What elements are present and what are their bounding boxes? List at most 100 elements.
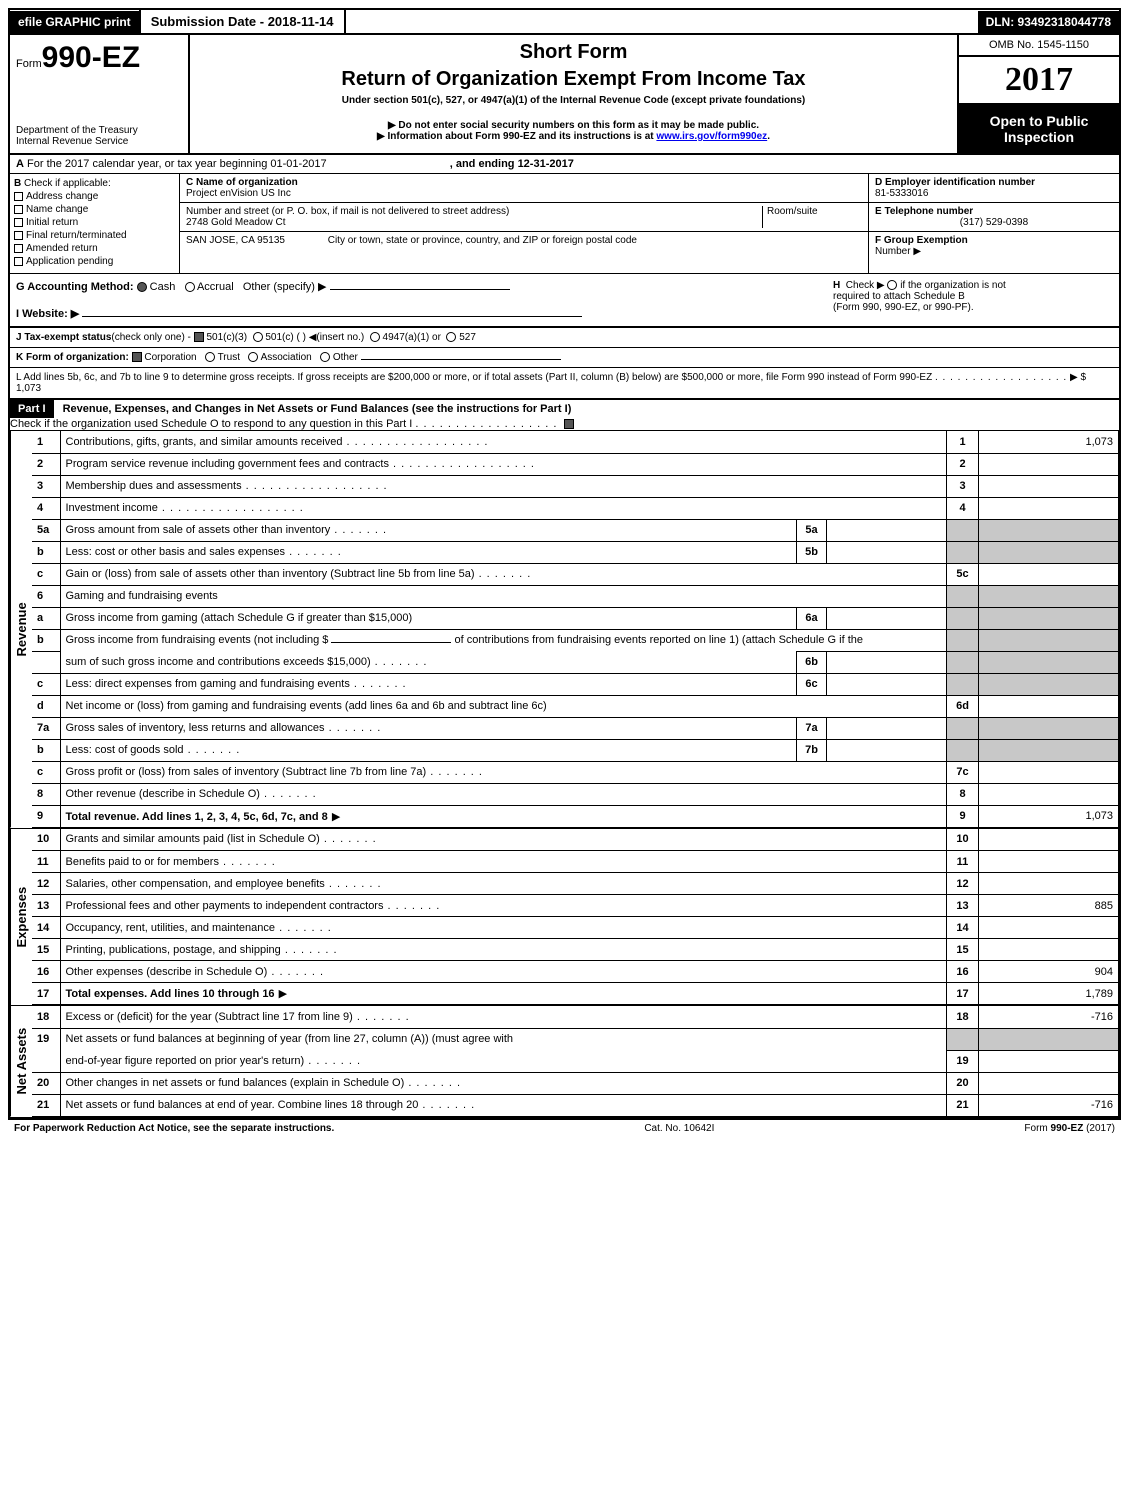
box: 19: [947, 1050, 979, 1072]
line-9: 9 Total revenue. Add lines 1, 2, 3, 4, 5…: [32, 805, 1119, 827]
chk-initial-return[interactable]: Initial return: [14, 217, 175, 228]
box-d: D Employer identification number 81-5333…: [869, 174, 1119, 203]
val: [979, 695, 1119, 717]
val: -716: [979, 1094, 1119, 1116]
street-value: 2748 Gold Meadow Ct: [186, 217, 762, 228]
line-19b: end-of-year figure reported on prior yea…: [32, 1050, 1119, 1072]
ln: 15: [32, 939, 60, 961]
fundraising-amount-input[interactable]: [331, 642, 451, 643]
chk-501c-icon[interactable]: [253, 332, 263, 342]
expenses-section: Expenses 10Grants and similar amounts pa…: [8, 829, 1121, 1007]
line-j: J Tax-exempt status(check only one) - 50…: [8, 328, 1121, 348]
line-14: 14Occupancy, rent, utilities, and mainte…: [32, 917, 1119, 939]
line-g: G Accounting Method: Cash Accrual Other …: [16, 280, 582, 320]
chk-final-return[interactable]: Final return/terminated: [14, 230, 175, 241]
chk-address-change[interactable]: Address change: [14, 191, 175, 202]
checkbox-icon: [14, 231, 23, 240]
line-17: 17Total expenses. Add lines 10 through 1…: [32, 983, 1119, 1005]
line-5a: 5a Gross amount from sale of assets othe…: [32, 519, 1119, 541]
desc: Gross amount from sale of assets other t…: [66, 524, 331, 536]
irs-link[interactable]: www.irs.gov/form990ez: [656, 131, 767, 142]
box: 13: [947, 895, 979, 917]
dln-number: DLN: 93492318044778: [978, 11, 1119, 33]
other-org-input[interactable]: [361, 359, 561, 360]
tax-year: 2017: [959, 57, 1119, 105]
line-4: 4 Investment income 4: [32, 497, 1119, 519]
checkbox-icon: [14, 192, 23, 201]
chk-501c3-icon[interactable]: [194, 332, 204, 342]
desc: Benefits paid to or for members: [66, 856, 219, 868]
line-6d: d Net income or (loss) from gaming and f…: [32, 695, 1119, 717]
line-5b: b Less: cost or other basis and sales ex…: [32, 541, 1119, 563]
other-specify-input[interactable]: [330, 289, 510, 290]
chk-trust-icon[interactable]: [205, 352, 215, 362]
box: 4: [947, 497, 979, 519]
revenue-section: Revenue 1 Contributions, gifts, grants, …: [8, 431, 1121, 829]
subval: [827, 673, 947, 695]
opt-corp: Corporation: [144, 352, 196, 363]
box: 18: [947, 1006, 979, 1028]
line-2: 2 Program service revenue including gove…: [32, 453, 1119, 475]
desc: Printing, publications, postage, and shi…: [66, 944, 281, 956]
val: [979, 851, 1119, 873]
radio-cash-icon[interactable]: [137, 282, 147, 292]
ln: 10: [32, 829, 60, 851]
box-d-label: D Employer identification number: [875, 177, 1035, 188]
val: 1,789: [979, 983, 1119, 1005]
form-number: Form990-EZ: [16, 41, 182, 75]
line-g-label: G Accounting Method:: [16, 281, 134, 293]
website-input[interactable]: [82, 316, 582, 317]
chk-4947-icon[interactable]: [370, 332, 380, 342]
footer-mid: Cat. No. 10642I: [644, 1123, 714, 1134]
box: 2: [947, 453, 979, 475]
opt-501c: 501(c) ( ) ◀(insert no.): [265, 332, 364, 343]
phone-value: (317) 529-0398: [875, 217, 1113, 228]
ln: 7a: [32, 717, 60, 739]
line-19a: 19Net assets or fund balances at beginni…: [32, 1028, 1119, 1050]
chk-application-pending[interactable]: Application pending: [14, 256, 175, 267]
val: [979, 453, 1119, 475]
desc: Gain or (loss) from sale of assets other…: [66, 568, 475, 580]
line-h: H Check ▶ if the organization is not req…: [833, 280, 1113, 320]
chk-assoc-icon[interactable]: [248, 352, 258, 362]
efile-print-button[interactable]: efile GRAPHIC print: [10, 11, 139, 33]
line-15: 15 Printing, publications, postage, and s…: [32, 939, 1119, 961]
street-row: Number and street (or P. O. box, if mail…: [180, 203, 868, 232]
chk-other-icon[interactable]: [320, 352, 330, 362]
chk-amended-return[interactable]: Amended return: [14, 243, 175, 254]
desc: sum of such gross income and contributio…: [66, 656, 371, 668]
open-to-public: Open to Public Inspection: [959, 105, 1119, 153]
chk-527-icon[interactable]: [446, 332, 456, 342]
desc: Total expenses. Add lines 10 through 16: [66, 988, 275, 1000]
checkbox-icon: [14, 218, 23, 227]
chk-label: Final return/terminated: [26, 230, 127, 241]
box-shaded: [947, 629, 979, 651]
desc: Contributions, gifts, grants, and simila…: [66, 436, 343, 448]
box: 1: [947, 431, 979, 453]
subval: [827, 717, 947, 739]
val-shaded: [979, 717, 1119, 739]
desc: Less: cost of goods sold: [66, 744, 184, 756]
ln: 20: [32, 1072, 60, 1094]
val-shaded: [979, 1028, 1119, 1050]
val: [979, 497, 1119, 519]
chk-corp-icon[interactable]: [132, 352, 142, 362]
opt-527: 527: [459, 332, 476, 343]
line-5c: c Gain or (loss) from sale of assets oth…: [32, 563, 1119, 585]
ln: 9: [32, 805, 60, 827]
line-h-checkbox-icon[interactable]: [887, 280, 897, 290]
radio-accrual-icon[interactable]: [185, 282, 195, 292]
part1-checkbox-icon[interactable]: [564, 419, 574, 429]
accrual-label: Accrual: [197, 281, 234, 293]
desc: Less: direct expenses from gaming and fu…: [66, 678, 350, 690]
val: 885: [979, 895, 1119, 917]
box: 20: [947, 1072, 979, 1094]
chk-name-change[interactable]: Name change: [14, 204, 175, 215]
right-info-column: D Employer identification number 81-5333…: [869, 174, 1119, 273]
form-header: Form990-EZ Department of the Treasury In…: [8, 33, 1121, 155]
department-info: Department of the Treasury Internal Reve…: [16, 125, 182, 147]
form-prefix: Form: [16, 58, 42, 70]
line-20: 20Other changes in net assets or fund ba…: [32, 1072, 1119, 1094]
subval: [827, 651, 947, 673]
line-6b-2: sum of such gross income and contributio…: [32, 651, 1119, 673]
